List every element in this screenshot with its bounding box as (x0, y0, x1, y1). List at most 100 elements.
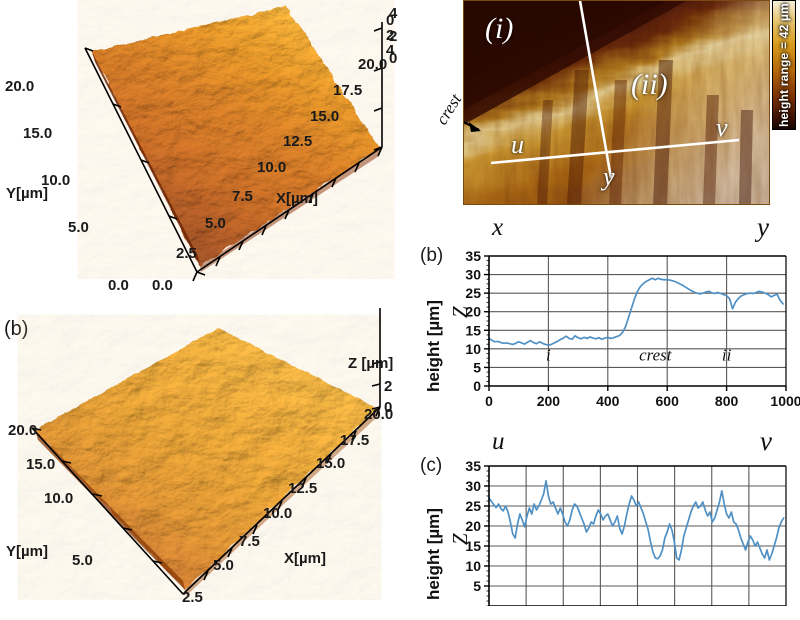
afm-colorbar-label-wrap: height range = 42 µm (772, 0, 796, 130)
profile-annotation: crest (639, 345, 673, 364)
surface-top-ytick-15: 15.0 (23, 125, 53, 142)
afm-marker-v: v (716, 113, 728, 142)
afm-profile-lines (490, 0, 740, 179)
chart-b-panel-label: (b) (420, 245, 444, 266)
afm-line-uv (490, 138, 740, 165)
afm-crest-annotation: crest (432, 91, 465, 138)
afm-region-ii-label: (ii) (631, 68, 668, 101)
surface-bottom-ztick-2: 2 (384, 378, 393, 395)
chart-c-panel-label: (c) (420, 455, 443, 476)
afm-3d-surface-bottom: 20.0 15.0 10.0 5.0 Y[µm] 2.5 5.0 7.5 10.… (0, 300, 420, 606)
chart-c-svg: 5 10 15 20 25 30 35 (465, 458, 787, 606)
ytick-label: 5 (473, 578, 481, 594)
surface-bottom-xtick-10: 10.0 (263, 505, 293, 522)
ytick-label: 10 (465, 558, 481, 574)
surface-top-ztick-0-label: 0 (389, 50, 398, 67)
profile-annotation: ii (722, 345, 732, 364)
surface-top-ytick-10: 10.0 (41, 172, 71, 189)
surface-bottom-xtick-7.5: 7.5 (239, 533, 260, 550)
surface-bottom-ztick-0: 0 (384, 399, 393, 416)
afm-micrograph: (i) (ii) u v y (463, 0, 770, 205)
surface-top-ztick-4: 4 (386, 42, 395, 59)
chart-c-ylabel: height [µm] (424, 508, 443, 600)
surface-top-xtick-12.5: 12.5 (283, 133, 313, 150)
surface-bottom-y-axis-label: Y[µm] (6, 543, 48, 560)
surface-bottom-svg (31, 308, 381, 596)
xtick-label: 600 (656, 393, 680, 409)
surface-top-mesh (92, 6, 380, 266)
afm-line-xy (578, 0, 613, 179)
surface-bottom-mesh (35, 328, 378, 590)
surface-bottom-xtick-12.5: 12.5 (288, 480, 318, 497)
surface-top-y-axis-label: Y[µm] (6, 185, 48, 202)
surface-top-ytick-5: 5.0 (68, 219, 89, 236)
xtick-label: 800 (715, 393, 739, 409)
surface-bottom-ytick-15: 15.0 (26, 456, 56, 473)
surface-bottom-y-ticks (31, 427, 163, 564)
afm-colorbar (772, 0, 796, 130)
afm-colorbar-label: height range = 42 µm (777, 3, 792, 127)
chart-c-start-marker: u (492, 428, 505, 455)
ytick-label: 15 (465, 538, 481, 554)
surface-top-xtick-15: 15.0 (310, 108, 340, 125)
chart-b-end-marker: y (757, 212, 769, 242)
ytick-label: 20 (465, 304, 481, 320)
ytick-label: 30 (465, 267, 481, 283)
surface-top-xtick-17.5: 17.5 (333, 82, 363, 99)
surface-bottom-ytick-10: 10.0 (44, 490, 74, 507)
surface-bottom-z-ticks (371, 361, 381, 410)
chart-b-start-marker: x (492, 214, 504, 241)
chart-b-ylabel: height [µm] (424, 300, 443, 392)
surface-top-z-ticks (373, 27, 383, 151)
surface-bottom-ytick-5: 5.0 (72, 552, 93, 569)
surface-bottom-xtick-5: 5.0 (213, 557, 234, 574)
afm-marker-y: y (603, 162, 615, 191)
surface-top-x-axis-label: X[µm] (276, 190, 318, 207)
surface-top-xtick-0: 0.0 (152, 277, 173, 294)
afm-marker-u: u (511, 130, 524, 159)
surface-bottom-z-axis-label: Z [µm] (348, 355, 394, 372)
chart-b-svg: 0 5 10 15 20 25 30 35 0 200 400 600 800 1000 i crest ii (465, 248, 800, 409)
surface-top-x-ticks (192, 146, 383, 282)
surface-bottom-x-axis-label: X[µm] (284, 550, 326, 567)
afm-crest-label: crest (432, 90, 466, 129)
afm-region-i-label: (i) (485, 12, 514, 45)
surface-top-xtick-5: 5.0 (205, 215, 226, 232)
surface-top-xtick-20: 20.0 (358, 56, 388, 73)
surface-bottom-ytick-20: 20.0 (8, 422, 38, 439)
chart-c-end-marker: v (760, 426, 772, 456)
height-profile-chart-uv: 5 10 15 20 25 30 35 (455, 456, 800, 606)
surface-bottom-xtick-20: 20.0 (364, 406, 394, 423)
afm-micrograph-field (463, 0, 770, 205)
ytick-label: 0 (473, 378, 481, 394)
profile-annotation: i (546, 345, 551, 364)
surface-top-xtick-10: 10.0 (257, 159, 287, 176)
surface-top-ztick-2-label: 2 (389, 28, 398, 45)
ytick-label: 5 (473, 359, 481, 375)
surface-bottom-x-ticks (203, 406, 381, 581)
ytick-label: 35 (465, 248, 481, 264)
ytick-label: 25 (465, 285, 481, 301)
height-profile-chart-xy: 0 5 10 15 20 25 30 35 0 200 400 600 800 1000 i crest ii (455, 246, 800, 411)
surface-bottom-xtick-2.5: 2.5 (182, 589, 203, 606)
ytick-label: 30 (465, 478, 481, 494)
surface-bottom-xtick-17.5: 17.5 (340, 432, 370, 449)
ytick-label: 25 (465, 498, 481, 514)
ytick-label: 35 (465, 458, 481, 474)
xtick-label: 400 (596, 393, 620, 409)
surface-top-xtick-2.5: 2.5 (176, 245, 197, 262)
surface-bottom-axes (31, 308, 381, 595)
surface-top-ztick-0: 0 (386, 12, 395, 29)
afm-striations (537, 60, 753, 205)
afm-micrograph-svg (463, 0, 770, 205)
surface-top-svg (84, 6, 383, 282)
surface-top-ztick-4-label: 4 (389, 5, 398, 22)
surface-bottom-panel-label: (b) (4, 318, 29, 340)
surface-top-ztick-2: 2 (386, 27, 395, 44)
afm-crest-arrow (463, 120, 481, 132)
ytick-label: 10 (465, 341, 481, 357)
surface-top-ytick-20: 20.0 (5, 78, 35, 95)
ytick-label: 20 (465, 518, 481, 534)
surface-bottom-xtick-15: 15.0 (316, 455, 346, 472)
afm-3d-surface-top: 20.0 15.0 10.0 5.0 0.0 Y[µm] 0.0 2.5 5.0… (0, 0, 420, 300)
